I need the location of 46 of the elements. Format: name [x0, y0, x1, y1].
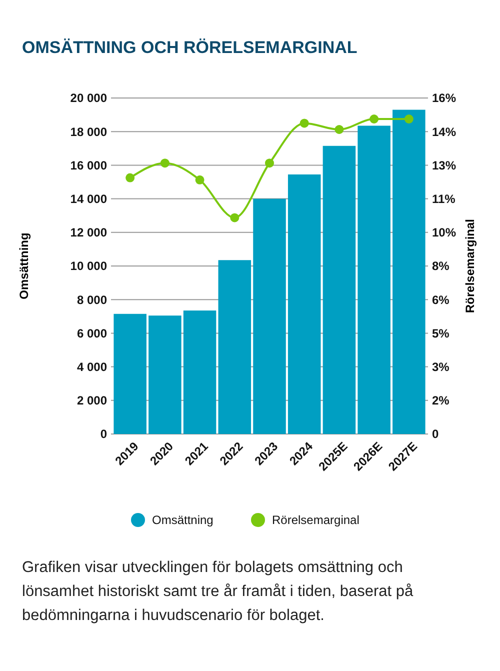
y2-tick-label: 8% — [432, 259, 450, 274]
y-tick-label: 8 000 — [76, 292, 108, 307]
y2-tick-label: 11% — [432, 192, 456, 206]
y-axis-title: Omsättning — [17, 232, 31, 300]
y-tick-label: 12 000 — [70, 226, 108, 240]
bar — [218, 260, 252, 434]
bar — [114, 314, 146, 434]
bar — [358, 126, 390, 434]
bar — [148, 316, 182, 434]
point — [334, 125, 344, 134]
point — [230, 213, 240, 222]
y2-tick-label: 0 — [432, 427, 439, 442]
y-tick-label: 16 000 — [70, 158, 108, 172]
y-tick-label: 6 000 — [76, 326, 108, 340]
y2-axis-title: Rörelsemarginal — [463, 218, 477, 314]
y-tick-label: 2 000 — [76, 394, 108, 408]
y2-tick-label: 2% — [432, 394, 450, 408]
bar — [288, 174, 321, 434]
y2-tick-label: 3% — [432, 360, 450, 374]
legend-label: Rörelsemarginal — [272, 513, 360, 528]
y2-tick-label: 13% — [432, 158, 456, 172]
legend-label: Omsättning — [152, 513, 214, 528]
bar — [183, 310, 216, 434]
point — [160, 158, 170, 168]
point — [300, 118, 309, 128]
point — [265, 158, 274, 168]
point — [126, 173, 135, 182]
y2-tick-label: 5% — [432, 326, 450, 340]
y-tick-label: 14 000 — [70, 192, 108, 206]
y-tick-label: 4 000 — [76, 360, 108, 374]
y-tick-label: 20 000 — [70, 91, 108, 106]
y-tick-label: 10 000 — [70, 259, 108, 274]
bar — [392, 110, 426, 434]
chart-title: OMSÄTTNING OCH RÖRELSEMARGINAL — [22, 38, 358, 57]
point — [370, 114, 379, 124]
text: Grafiken visar utvecklingen för bolagets omsättning och lönsamhet historiskt samt tre år framåt i tiden, baserat på bedömningarna i huvudscenario för bolaget. — [21, 558, 414, 626]
y2-tick-label: 6% — [432, 292, 450, 307]
y-tick-label: 18 000 — [70, 124, 108, 139]
point — [404, 114, 414, 124]
y-tick-label: 0 — [100, 427, 108, 442]
y2-tick-label: 14% — [432, 124, 456, 139]
bar — [322, 146, 356, 434]
y2-tick-label: 10% — [432, 226, 456, 240]
point — [195, 175, 204, 184]
bar — [253, 198, 286, 434]
y2-tick-label: 16% — [432, 91, 456, 106]
